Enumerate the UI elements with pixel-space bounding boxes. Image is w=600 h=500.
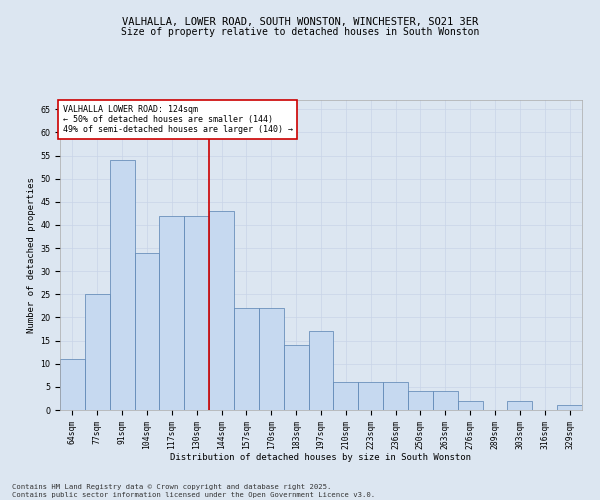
Bar: [134, 252, 160, 410]
Bar: [383, 382, 408, 410]
Bar: [234, 308, 259, 410]
Bar: [110, 160, 134, 410]
Bar: [85, 294, 110, 410]
Bar: [557, 406, 582, 410]
Bar: [408, 392, 433, 410]
Bar: [184, 216, 209, 410]
Bar: [308, 332, 334, 410]
Y-axis label: Number of detached properties: Number of detached properties: [27, 177, 36, 333]
Bar: [358, 382, 383, 410]
Text: VALHALLA LOWER ROAD: 124sqm
← 50% of detached houses are smaller (144)
49% of se: VALHALLA LOWER ROAD: 124sqm ← 50% of det…: [62, 104, 293, 134]
Text: Size of property relative to detached houses in South Wonston: Size of property relative to detached ho…: [121, 27, 479, 37]
Bar: [160, 216, 184, 410]
Bar: [209, 211, 234, 410]
Text: Contains HM Land Registry data © Crown copyright and database right 2025.
Contai: Contains HM Land Registry data © Crown c…: [12, 484, 375, 498]
X-axis label: Distribution of detached houses by size in South Wonston: Distribution of detached houses by size …: [170, 453, 472, 462]
Bar: [334, 382, 358, 410]
Text: VALHALLA, LOWER ROAD, SOUTH WONSTON, WINCHESTER, SO21 3ER: VALHALLA, LOWER ROAD, SOUTH WONSTON, WIN…: [122, 18, 478, 28]
Bar: [433, 392, 458, 410]
Bar: [458, 400, 482, 410]
Bar: [508, 400, 532, 410]
Bar: [60, 359, 85, 410]
Bar: [259, 308, 284, 410]
Bar: [284, 345, 308, 410]
